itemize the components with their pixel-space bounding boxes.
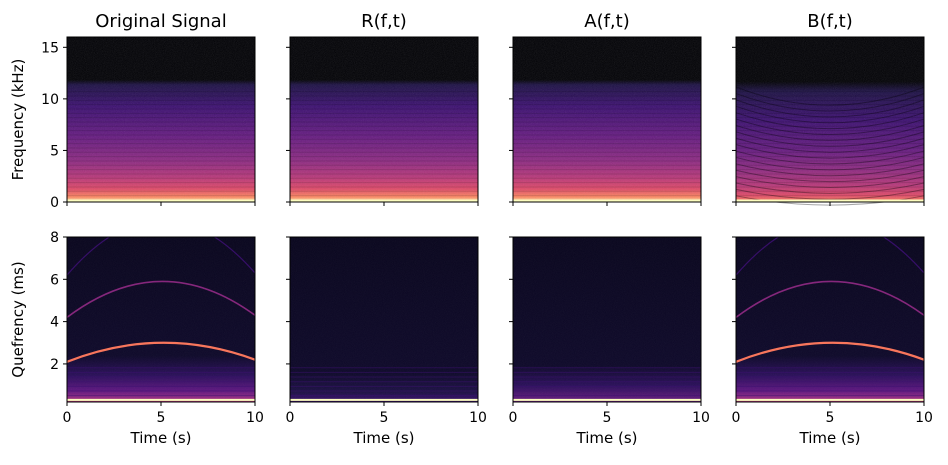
cepstral-curve bbox=[736, 237, 924, 276]
x-tick-label: 0 bbox=[732, 410, 741, 426]
interference-band bbox=[735, 150, 925, 165]
interference-band bbox=[735, 118, 925, 136]
y-tick-label: 0 bbox=[50, 195, 59, 211]
cepstrogram-panel: 0 5 10 Time (s) bbox=[732, 236, 933, 447]
interference-band bbox=[735, 188, 925, 200]
cepstral-curve bbox=[67, 237, 255, 276]
interference-band bbox=[735, 125, 925, 141]
x-tick-label: 5 bbox=[157, 410, 166, 426]
x-tick-label: 5 bbox=[826, 410, 835, 426]
spectrogram-panel bbox=[509, 36, 702, 206]
cepstrogram-panel: 2 4 6 8 0 5 10 Time (s) bbox=[50, 230, 264, 447]
column-title: A(f,t) bbox=[584, 11, 629, 32]
x-tick-label: 0 bbox=[63, 410, 72, 426]
heatmap-texture bbox=[67, 37, 255, 202]
x-tick-label: 5 bbox=[603, 410, 612, 426]
x-tick-label: 0 bbox=[509, 410, 518, 426]
interference-band bbox=[735, 99, 925, 118]
x-tick-label: 0 bbox=[286, 410, 295, 426]
interference-band bbox=[735, 112, 925, 130]
spectrogram-panel: 0 5 10 15 bbox=[41, 36, 256, 211]
column-title: B(f,t) bbox=[807, 11, 853, 32]
interference-band bbox=[735, 137, 925, 153]
heatmap-texture bbox=[736, 237, 924, 402]
interference-band bbox=[735, 144, 925, 159]
y-tick-label: 5 bbox=[50, 143, 59, 159]
y-tick-label: 15 bbox=[41, 40, 59, 56]
interference-band bbox=[735, 176, 925, 188]
y-axis-label: Frequency (kHz) bbox=[9, 59, 27, 181]
interference-band bbox=[735, 163, 925, 177]
y-tick-label: 8 bbox=[50, 230, 59, 246]
heatmap-texture bbox=[513, 37, 701, 202]
x-tick-label: 5 bbox=[380, 410, 389, 426]
interference-band bbox=[735, 93, 925, 112]
cepstral-curve bbox=[67, 341, 255, 363]
x-tick-label: 10 bbox=[692, 410, 710, 426]
x-axis-label: Time (s) bbox=[799, 429, 861, 447]
x-tick-label: 10 bbox=[915, 410, 933, 426]
y-tick-label: 10 bbox=[41, 92, 59, 108]
spectrogram-panel bbox=[286, 36, 479, 206]
interference-band bbox=[735, 156, 925, 171]
cepstral-curve bbox=[67, 280, 255, 319]
spectrogram-panel bbox=[732, 36, 925, 206]
x-tick-label: 10 bbox=[246, 410, 264, 426]
y-axis-label: Quefrency (ms) bbox=[9, 261, 27, 377]
column-title: Original Signal bbox=[95, 11, 226, 32]
x-axis-label: Time (s) bbox=[130, 429, 192, 447]
interference-band bbox=[735, 131, 925, 147]
interference-band bbox=[735, 86, 925, 106]
heatmap-texture bbox=[736, 37, 924, 202]
interference-band bbox=[735, 182, 925, 194]
heatmap-texture bbox=[290, 237, 478, 402]
interference-band bbox=[735, 169, 925, 183]
cepstral-curve bbox=[736, 341, 924, 363]
x-axis-label: Time (s) bbox=[353, 429, 415, 447]
y-tick-label: 4 bbox=[50, 315, 59, 331]
heatmap-texture bbox=[513, 237, 701, 402]
y-tick-label: 2 bbox=[50, 357, 59, 373]
cepstrogram-panel: 0 5 10 Time (s) bbox=[286, 236, 487, 447]
x-axis-label: Time (s) bbox=[576, 429, 638, 447]
cepstrogram-panel: 0 5 10 Time (s) bbox=[509, 236, 710, 447]
y-tick-label: 6 bbox=[50, 272, 59, 288]
column-title: R(f,t) bbox=[361, 11, 407, 32]
heatmap-texture bbox=[290, 37, 478, 202]
heatmap-texture bbox=[67, 237, 255, 402]
cepstral-curve bbox=[736, 280, 924, 319]
interference-band bbox=[735, 105, 925, 124]
x-tick-label: 10 bbox=[469, 410, 487, 426]
